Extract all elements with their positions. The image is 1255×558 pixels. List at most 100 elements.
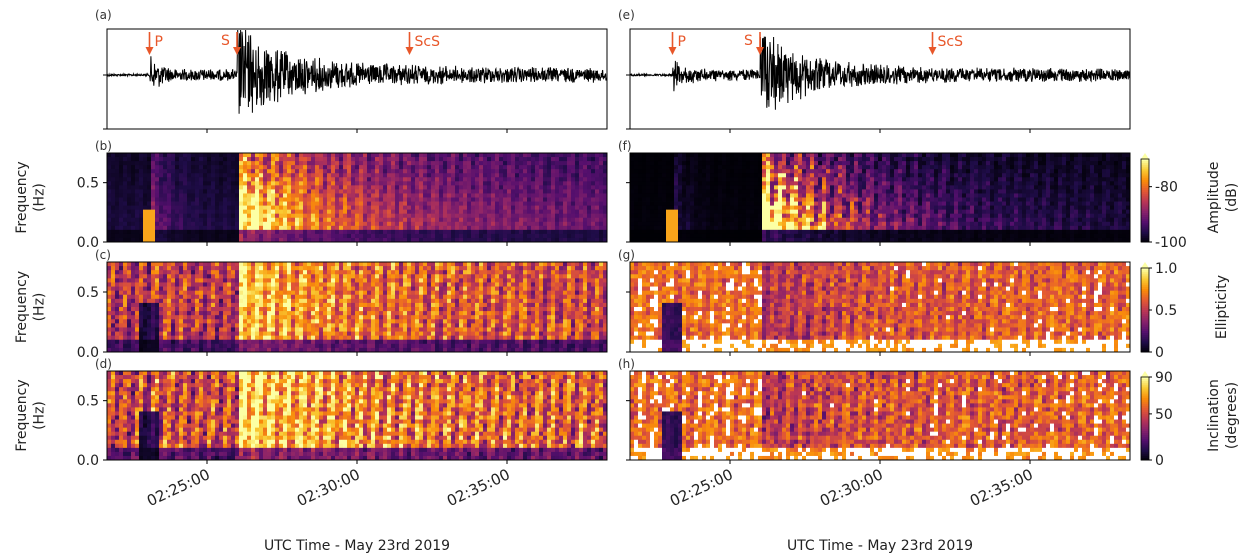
heatmap-cell [191, 213, 196, 219]
heatmap-cell [311, 335, 316, 341]
heatmap-cell [427, 327, 432, 332]
heatmap-cell [599, 237, 604, 243]
heatmap-cell [583, 193, 588, 198]
heatmap-cell [383, 347, 388, 353]
heatmap-cell [403, 169, 408, 174]
heatmap-cell [159, 315, 164, 320]
heatmap-cell [411, 298, 416, 304]
heatmap-cell [527, 213, 532, 219]
heatmap-cell [211, 197, 216, 202]
heatmap-cell [243, 266, 248, 271]
heatmap-cell [371, 347, 376, 353]
heatmap-cell [287, 229, 292, 235]
heatmap-cell [111, 209, 116, 215]
heatmap-cell [307, 262, 312, 267]
heatmap-cell [427, 347, 432, 353]
heatmap-cell [451, 157, 456, 162]
heatmap-cell [183, 233, 188, 239]
heatmap-cell [471, 302, 476, 308]
heatmap-cell [347, 169, 352, 174]
heatmap-cell [411, 294, 416, 300]
heatmap-cell [431, 274, 436, 279]
heatmap-cell [203, 225, 208, 231]
heatmap-cell [439, 278, 444, 283]
heatmap-cell [239, 209, 244, 215]
heatmap-cell [155, 221, 160, 227]
heatmap-cell [307, 331, 312, 337]
heatmap-cell [211, 302, 216, 308]
heatmap-cell [251, 165, 256, 170]
heatmap-cell [215, 262, 220, 267]
heatmap-cell [479, 307, 484, 312]
heatmap-cell [459, 193, 464, 198]
heatmap-cell [443, 181, 448, 186]
heatmap-cell [235, 262, 240, 267]
heatmap-cell [487, 177, 492, 182]
heatmap-cell [499, 213, 504, 219]
heatmap-cell [243, 327, 248, 332]
heatmap-cell [427, 209, 432, 215]
heatmap-cell [159, 217, 164, 223]
heatmap-cell [455, 343, 460, 349]
heatmap-cell [171, 298, 176, 304]
heatmap-cell [487, 298, 492, 304]
heatmap-cell [379, 173, 384, 178]
heatmap-cell [347, 165, 352, 170]
heatmap-cell [579, 205, 584, 211]
heatmap-cell [415, 225, 420, 231]
heatmap-cell [367, 153, 372, 158]
heatmap-cell [283, 323, 288, 328]
heatmap-cell [379, 213, 384, 219]
heatmap-cell [139, 339, 144, 345]
heatmap-cell [243, 221, 248, 227]
heatmap-cell [515, 209, 520, 215]
heatmap-cell [379, 311, 384, 316]
heatmap-cell [503, 237, 508, 243]
heatmap-cell [335, 213, 340, 219]
heatmap-cell [323, 302, 328, 308]
heatmap-cell [283, 169, 288, 174]
heatmap-cell [315, 177, 320, 182]
heatmap-cell [419, 161, 424, 166]
heatmap-cell [259, 302, 264, 308]
heatmap-cell [323, 201, 328, 206]
heatmap-cell [215, 282, 220, 287]
heatmap-cell [455, 193, 460, 198]
heatmap-cell [135, 213, 140, 219]
heatmap-cell [499, 274, 504, 279]
heatmap-cell [171, 189, 176, 194]
heatmap-cell [359, 311, 364, 316]
heatmap-cell [151, 302, 156, 308]
heatmap-cell [255, 209, 260, 215]
heatmap-cell [335, 311, 340, 316]
heatmap-cell [191, 157, 196, 162]
heatmap-cell [435, 331, 440, 337]
heatmap-cell [127, 205, 132, 211]
heatmap-cell [179, 233, 184, 239]
heatmap-cell [187, 307, 192, 312]
heatmap-cell [147, 177, 152, 182]
heatmap-cell [455, 197, 460, 202]
heatmap-cell [479, 339, 484, 345]
heatmap-cell [143, 189, 148, 194]
heatmap-cell [131, 282, 136, 287]
heatmap-cell [307, 169, 312, 174]
heatmap-cell [331, 185, 336, 190]
heatmap-cell [319, 270, 324, 275]
heatmap-cell [163, 343, 168, 349]
heatmap-cell [155, 347, 160, 353]
heatmap-cell [543, 157, 548, 162]
heatmap-cell [323, 266, 328, 271]
heatmap-cell [355, 221, 360, 227]
heatmap-cell [319, 319, 324, 324]
heatmap-cell [495, 213, 500, 219]
heatmap-cell [515, 153, 520, 158]
heatmap-cell [287, 319, 292, 324]
heatmap-cell [323, 181, 328, 186]
heatmap-cell [243, 217, 248, 223]
heatmap-cell [547, 193, 552, 198]
heatmap-cell [255, 307, 260, 312]
heatmap-cell [499, 209, 504, 215]
heatmap-cell [427, 221, 432, 227]
heatmap-cell [387, 209, 392, 215]
